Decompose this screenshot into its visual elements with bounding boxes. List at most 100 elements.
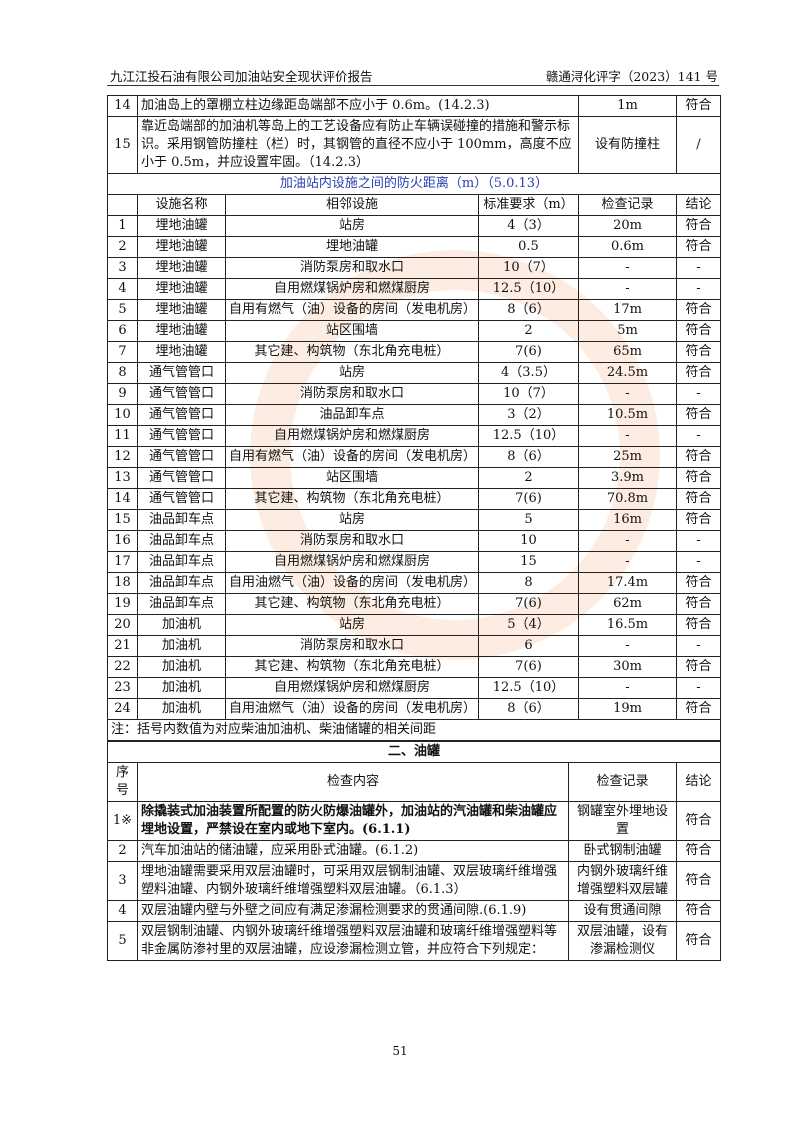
table-cell: 4（3.5） <box>478 362 579 384</box>
table-cell: 18 <box>107 572 138 594</box>
table-cell: 符合 <box>676 404 721 426</box>
table-cell: 卧式钢制油罐 <box>568 840 677 862</box>
table-cell: 符合 <box>676 593 721 615</box>
table-cell: 加油机 <box>137 656 226 678</box>
table-row: 16 油品卸车点 消防泵房和取水口 10- - <box>107 530 721 552</box>
table-cell: 24.5m <box>578 362 677 384</box>
table-row: 24 加油机 自用油燃气（油）设备的房间（发电机房） 8（6） 19m 符合 <box>107 698 721 720</box>
table-cell: 16.5m <box>578 614 677 636</box>
table-cell: 其它建、构筑物（东北角充电桩） <box>225 656 479 678</box>
table-row: 10 通气管管口 油品卸车点 3（2） 10.5m 符合 <box>107 404 721 426</box>
table-cell: - <box>676 635 721 657</box>
table-row: 5 双层钢制油罐、内钢外玻璃纤维增强塑料双层油罐和玻璃纤维增强塑料等非金属防渗衬里… <box>107 921 722 961</box>
table-cell: 20 <box>107 614 138 636</box>
table-cell: 2 <box>107 236 138 258</box>
table-cell: 8 <box>478 572 579 594</box>
table-cell: 3（2） <box>478 404 579 426</box>
table-cell: 站区围墙 <box>225 320 479 342</box>
table-cell: 30m <box>578 656 677 678</box>
table-row: 19 油品卸车点 其它建、构筑物（东北角充电桩） 7(6) 62m 符合 <box>107 593 721 615</box>
table-cell: - <box>676 551 721 573</box>
table-cell: 自用有燃气（油）设备的房间（发电机房） <box>225 446 479 468</box>
table-row: 1 埋地油罐 站房 4（3） 20m 符合 <box>107 215 721 237</box>
table-cell: 通气管管口 <box>137 488 226 510</box>
table-cell: 符合 <box>676 698 721 720</box>
table-cell: 通气管管口 <box>137 446 226 468</box>
table-row: 3 埋地油罐需要采用双层油罐时，可采用双层钢制油罐、双层玻璃纤维增强塑料油罐、内钢… <box>107 861 722 901</box>
table-cell: - <box>676 530 721 552</box>
header-cell: 设施名称 <box>137 194 226 216</box>
table-row: 8 通气管管口 站房 4（3.5） 24.5m 符合 <box>107 362 721 384</box>
table-cell: - <box>578 677 677 699</box>
table-row: 4 双层油罐内壁与外壁之间应有满足渗漏检测要求的贯通间隙.(6.1.9) 设有贯通间… <box>107 900 722 922</box>
table-cell: 6 <box>478 635 579 657</box>
table-cell: 21 <box>107 635 138 657</box>
header-doc-number: 赣通浔化评字（2023）141 号 <box>545 69 718 84</box>
table-cell: 15 <box>478 551 579 573</box>
table-cell: 7(6) <box>478 488 579 510</box>
table-cell: 10 <box>107 404 138 426</box>
table-cell: 埋地油罐 <box>137 236 226 258</box>
table-cell: 7(6) <box>478 656 579 678</box>
table-cell: 埋地油罐需要采用双层油罐时，可采用双层钢制油罐、双层玻璃纤维增强塑料油罐、内钢外… <box>137 861 569 901</box>
table-row: 7 埋地油罐 其它建、构筑物（东北角充电桩） 7(6) 65m 符合 <box>107 341 721 363</box>
table-row: 2 汽车加油站的储油罐，应采用卧式油罐。(6.1.2) 卧式钢制油罐 符合 <box>107 840 722 862</box>
table-cell: - <box>578 257 677 279</box>
table-row: 15 靠近岛端部的加油机等岛上的工艺设备应有防止车辆误碰撞的措施和警示标识。采用钢… <box>107 116 721 174</box>
table-cell: 自用有燃气（油）设备的房间（发电机房） <box>225 299 479 321</box>
table-cell: - <box>676 278 721 300</box>
table-cell: 加油机 <box>137 614 226 636</box>
table-cell: 自用油燃气（油）设备的房间（发电机房） <box>225 572 479 594</box>
table-cell: 70.8m <box>578 488 677 510</box>
table-cell: 12 <box>107 446 138 468</box>
table-cell: 0.5 <box>478 236 579 258</box>
table-row: 9 通气管管口 消防泵房和取水口 10（7） - - <box>107 383 721 405</box>
table-cell: - <box>676 677 721 699</box>
table-cell: 通气管管口 <box>137 425 226 447</box>
table-row: 20 加油机 站房 5（4） 16.5m 符合 <box>107 614 721 636</box>
header-cell: 相邻设施 <box>225 194 479 216</box>
table-row: 5 埋地油罐 自用有燃气（油）设备的房间（发电机房） 8（6） 17m 符合 <box>107 299 721 321</box>
table-row: 17 油品卸车点 自用燃煤锅炉房和燃煤厨房 15- - <box>107 551 721 573</box>
table-cell: 15 <box>107 509 138 531</box>
section-title-row: 加油站内设施之间的防火距离（m）（5.0.13） <box>107 173 721 195</box>
table-cell: 符合 <box>676 488 721 510</box>
table-cell: 符合 <box>676 509 721 531</box>
table-cell: 7 <box>107 341 138 363</box>
table-cell: 其它建、构筑物（东北角充电桩） <box>225 593 479 615</box>
table-cell: 8（6） <box>478 299 579 321</box>
table-cell: 2 <box>107 840 138 862</box>
table-row: 11 通气管管口 自用燃煤锅炉房和燃煤厨房 12.5（10） - - <box>107 425 721 447</box>
table-cell: 埋地油罐 <box>137 320 226 342</box>
table-cell: 5（4） <box>478 614 579 636</box>
table-cell: - <box>578 635 677 657</box>
header-cell: 检查记录 <box>568 762 677 802</box>
section-title-row: 二、油罐 <box>106 741 722 763</box>
table-cell: 通气管管口 <box>137 467 226 489</box>
header-rule <box>107 85 719 86</box>
table-cell: 24 <box>107 698 138 720</box>
table-cell: 6 <box>107 320 138 342</box>
table-cell: 符合 <box>676 572 721 594</box>
section-title: 加油站内设施之间的防火距离（m）（5.0.13） <box>107 173 721 195</box>
table-cell: 2 <box>478 467 579 489</box>
table-cell: 油品卸车点 <box>137 509 226 531</box>
table-cell: 23 <box>107 677 138 699</box>
table-cell: 3 <box>107 861 138 901</box>
table-cell: 符合 <box>676 341 721 363</box>
table-cell: 符合 <box>676 320 721 342</box>
table-row: 4 埋地油罐 自用燃煤锅炉房和燃煤厨房 12.5（10） - - <box>107 278 721 300</box>
header-cell: 结论 <box>676 194 721 216</box>
page-number: 51 <box>392 1044 408 1058</box>
table-cell: 3 <box>107 257 138 279</box>
table-cell: 埋地油罐 <box>137 257 226 279</box>
table-cell: 油品卸车点 <box>137 551 226 573</box>
distance-table: 14 加油岛上的罩棚立柱边缘距岛端部不应小于 0.6m。(14.2.3) 1m 符合 1… <box>107 95 721 741</box>
table-cell: 16m <box>578 509 677 531</box>
header-row: 设施名称 相邻设施 标准要求（m） 检查记录 结论 <box>107 194 721 216</box>
table-cell: 符合 <box>676 299 721 321</box>
table-cell: 5 <box>478 509 579 531</box>
table-cell: - <box>578 425 677 447</box>
table-cell: - <box>676 257 721 279</box>
